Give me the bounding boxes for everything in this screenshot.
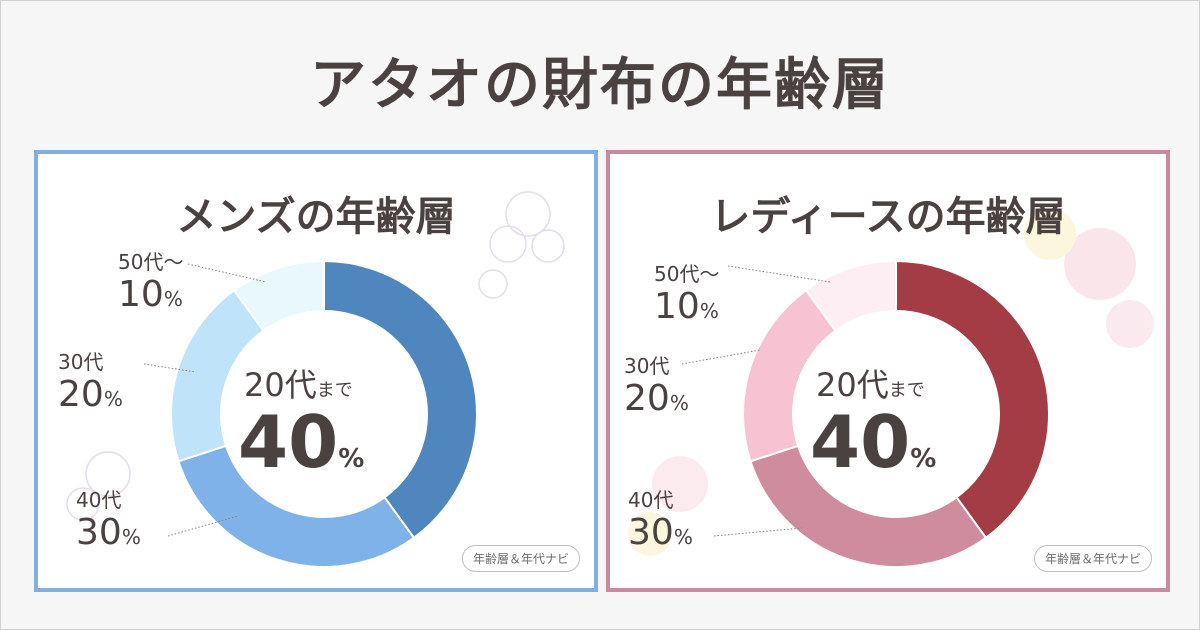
women-label-30s: 30代 20% (624, 350, 689, 423)
women-leader-line-2 (713, 527, 803, 537)
women-label-50s-unit: % (699, 299, 719, 323)
men-label-40s-unit: % (121, 525, 141, 549)
men-center-value-text: 40 (238, 400, 339, 484)
women-slice-3 (804, 259, 897, 333)
men-center-value: 40% (238, 400, 364, 484)
men-slice-0 (323, 259, 478, 540)
men-label-30s-unit: % (103, 387, 123, 411)
women-label-50s: 50代～ 10% (654, 258, 719, 331)
men-label-30s-age: 30代 (58, 350, 104, 374)
women-label-30s-unit: % (669, 391, 689, 415)
women-center-age-text: 20代 (816, 366, 889, 404)
women-leader-line-0 (727, 265, 831, 283)
men-leader-line-0 (187, 263, 267, 283)
women-center-suffix: まで (888, 380, 925, 401)
men-label-40s-value: 30 (76, 512, 122, 553)
women-center-value: 40% (810, 400, 936, 484)
men-label-40s-age: 40代 (76, 488, 122, 512)
men-slice-1 (177, 444, 416, 568)
men-center-suffix: まで (316, 380, 353, 401)
women-label-40s: 40代 30% (628, 484, 693, 557)
men-chart-title: メンズの年齢層 (176, 194, 456, 240)
women-center-value-text: 40 (810, 400, 911, 484)
men-label-30s-value: 20 (58, 374, 104, 415)
site-badge: 年齢層＆年代ナビ (461, 545, 580, 572)
men-center-age-text: 20代 (244, 366, 317, 404)
men-center-unit: % (338, 444, 365, 474)
women-slice-1 (749, 444, 988, 568)
women-label-40s-unit: % (673, 525, 693, 549)
men-label-30s: 30代 20% (58, 346, 123, 419)
women-slice-0 (895, 259, 1050, 540)
women-label-40s-age: 40代 (628, 488, 674, 512)
men-label-40s: 40代 30% (76, 484, 141, 557)
flower-decoration (628, 208, 1154, 556)
men-panel: メンズの年齢層 20代まで 40% 50代～ 10% 30代 20% 40代 3… (34, 150, 598, 592)
women-label-30s-value: 20 (624, 378, 670, 419)
men-label-50s-age: 50代～ (118, 250, 184, 274)
women-label-30s-age: 30代 (624, 354, 670, 378)
men-label-50s: 50代～ 10% (118, 246, 183, 319)
women-leader-line-1 (681, 349, 761, 365)
site-badge: 年齢層＆年代ナビ (1033, 545, 1152, 572)
women-label-40s-value: 30 (628, 512, 674, 553)
flower-decoration (66, 191, 565, 521)
women-donut-chart (681, 259, 1050, 568)
page-title: アタオの財布の年齢層 (310, 53, 890, 118)
men-leader-line-2 (167, 515, 239, 537)
men-donut-chart (143, 259, 478, 568)
women-label-50s-age: 50代～ (654, 262, 720, 286)
women-label-50s-value: 10 (654, 286, 700, 327)
women-center-unit: % (910, 444, 937, 474)
men-slice-3 (232, 259, 325, 333)
men-label-50s-unit: % (163, 287, 183, 311)
men-center-age: 20代まで (244, 360, 353, 406)
women-center-age: 20代まで (816, 360, 925, 406)
women-panel: レディースの年齢層 20代まで 40% 50代～ 10% 30代 20% 40代… (606, 150, 1170, 592)
women-chart-title: レディースの年齢層 (710, 194, 1066, 240)
men-label-50s-value: 10 (118, 274, 164, 315)
